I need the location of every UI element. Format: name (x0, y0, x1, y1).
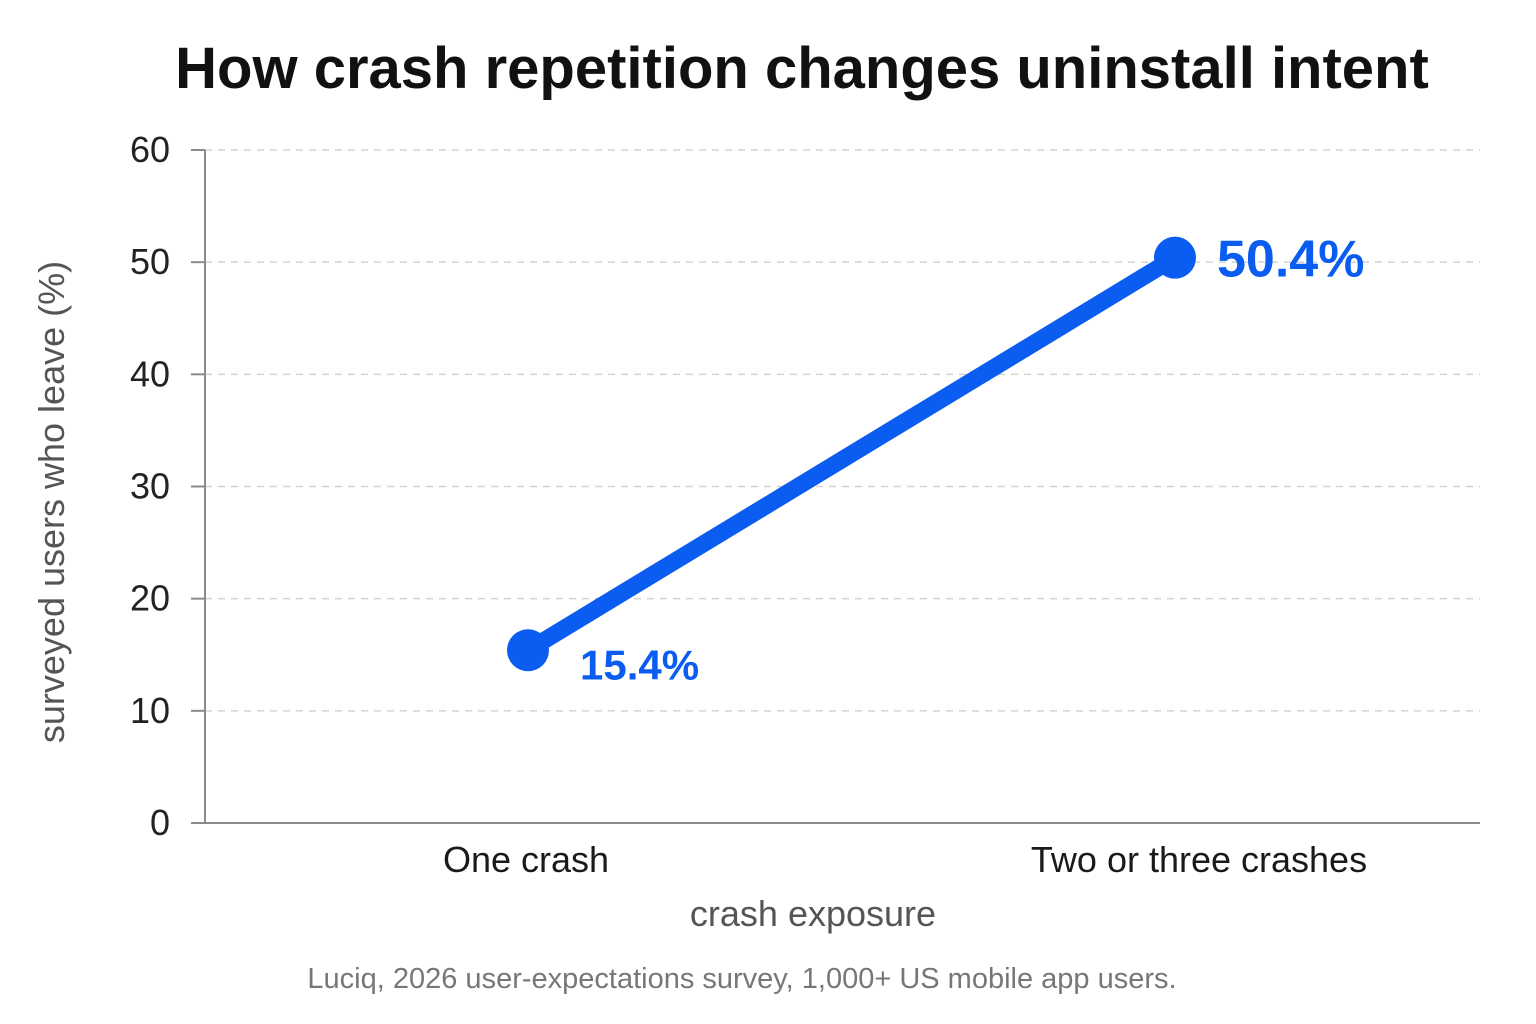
x-category-label: One crash (443, 839, 609, 880)
y-tick-label: 40 (130, 353, 170, 394)
y-tick-label: 60 (130, 129, 170, 170)
chart-title: How crash repetition changes uninstall i… (175, 36, 1429, 101)
y-tick-label: 10 (130, 690, 170, 731)
y-axis-ticks: 0 10 20 30 40 50 60 (130, 129, 205, 843)
x-axis-title: crash exposure (690, 893, 936, 934)
data-point (507, 629, 549, 672)
data-point (1154, 236, 1196, 279)
series-line (519, 249, 1184, 659)
source-note: Luciq, 2026 user-expectations survey, 1,… (307, 963, 1176, 995)
y-tick-label: 50 (130, 241, 170, 282)
data-label: 15.4% (580, 641, 699, 688)
y-tick-label: 0 (150, 802, 170, 843)
y-tick-label: 20 (130, 578, 170, 619)
data-label: 50.4% (1217, 231, 1364, 289)
series-group: 15.4% 50.4% (507, 231, 1364, 688)
y-tick-label: 30 (130, 466, 170, 507)
x-category-label: Two or three crashes (1031, 839, 1367, 880)
gridlines (205, 149, 1480, 712)
y-axis-title: surveyed users who leave (%) (31, 261, 72, 743)
x-axis-categories: One crash Two or three crashes (443, 839, 1367, 880)
